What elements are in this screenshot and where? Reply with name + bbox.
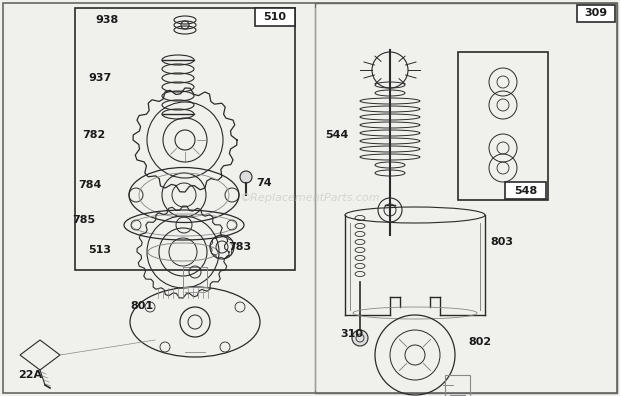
Text: 938: 938 xyxy=(95,15,118,25)
Text: 802: 802 xyxy=(468,337,491,347)
Bar xyxy=(505,182,546,199)
Text: 785: 785 xyxy=(72,215,95,225)
Text: 510: 510 xyxy=(264,12,286,22)
Text: 544: 544 xyxy=(325,130,348,140)
Text: 803: 803 xyxy=(490,237,513,247)
Text: 74: 74 xyxy=(256,178,272,188)
Text: 548: 548 xyxy=(514,185,537,196)
Text: 782: 782 xyxy=(82,130,105,140)
Text: 22A: 22A xyxy=(18,370,42,380)
Bar xyxy=(445,375,470,396)
Circle shape xyxy=(240,171,252,183)
Text: 783: 783 xyxy=(228,242,251,252)
Text: ©ReplacementParts.com: ©ReplacementParts.com xyxy=(240,193,380,203)
Bar xyxy=(315,3,617,393)
Text: 513: 513 xyxy=(88,245,111,255)
Text: 784: 784 xyxy=(78,180,102,190)
Bar xyxy=(183,267,207,287)
Bar xyxy=(75,8,295,270)
Text: 310: 310 xyxy=(340,329,363,339)
Circle shape xyxy=(352,330,368,346)
Text: 801: 801 xyxy=(130,301,153,311)
Bar xyxy=(458,52,548,200)
Bar xyxy=(255,8,295,26)
Text: 309: 309 xyxy=(585,8,608,19)
Bar xyxy=(577,5,615,22)
Bar xyxy=(450,395,465,396)
Text: 937: 937 xyxy=(88,73,111,83)
